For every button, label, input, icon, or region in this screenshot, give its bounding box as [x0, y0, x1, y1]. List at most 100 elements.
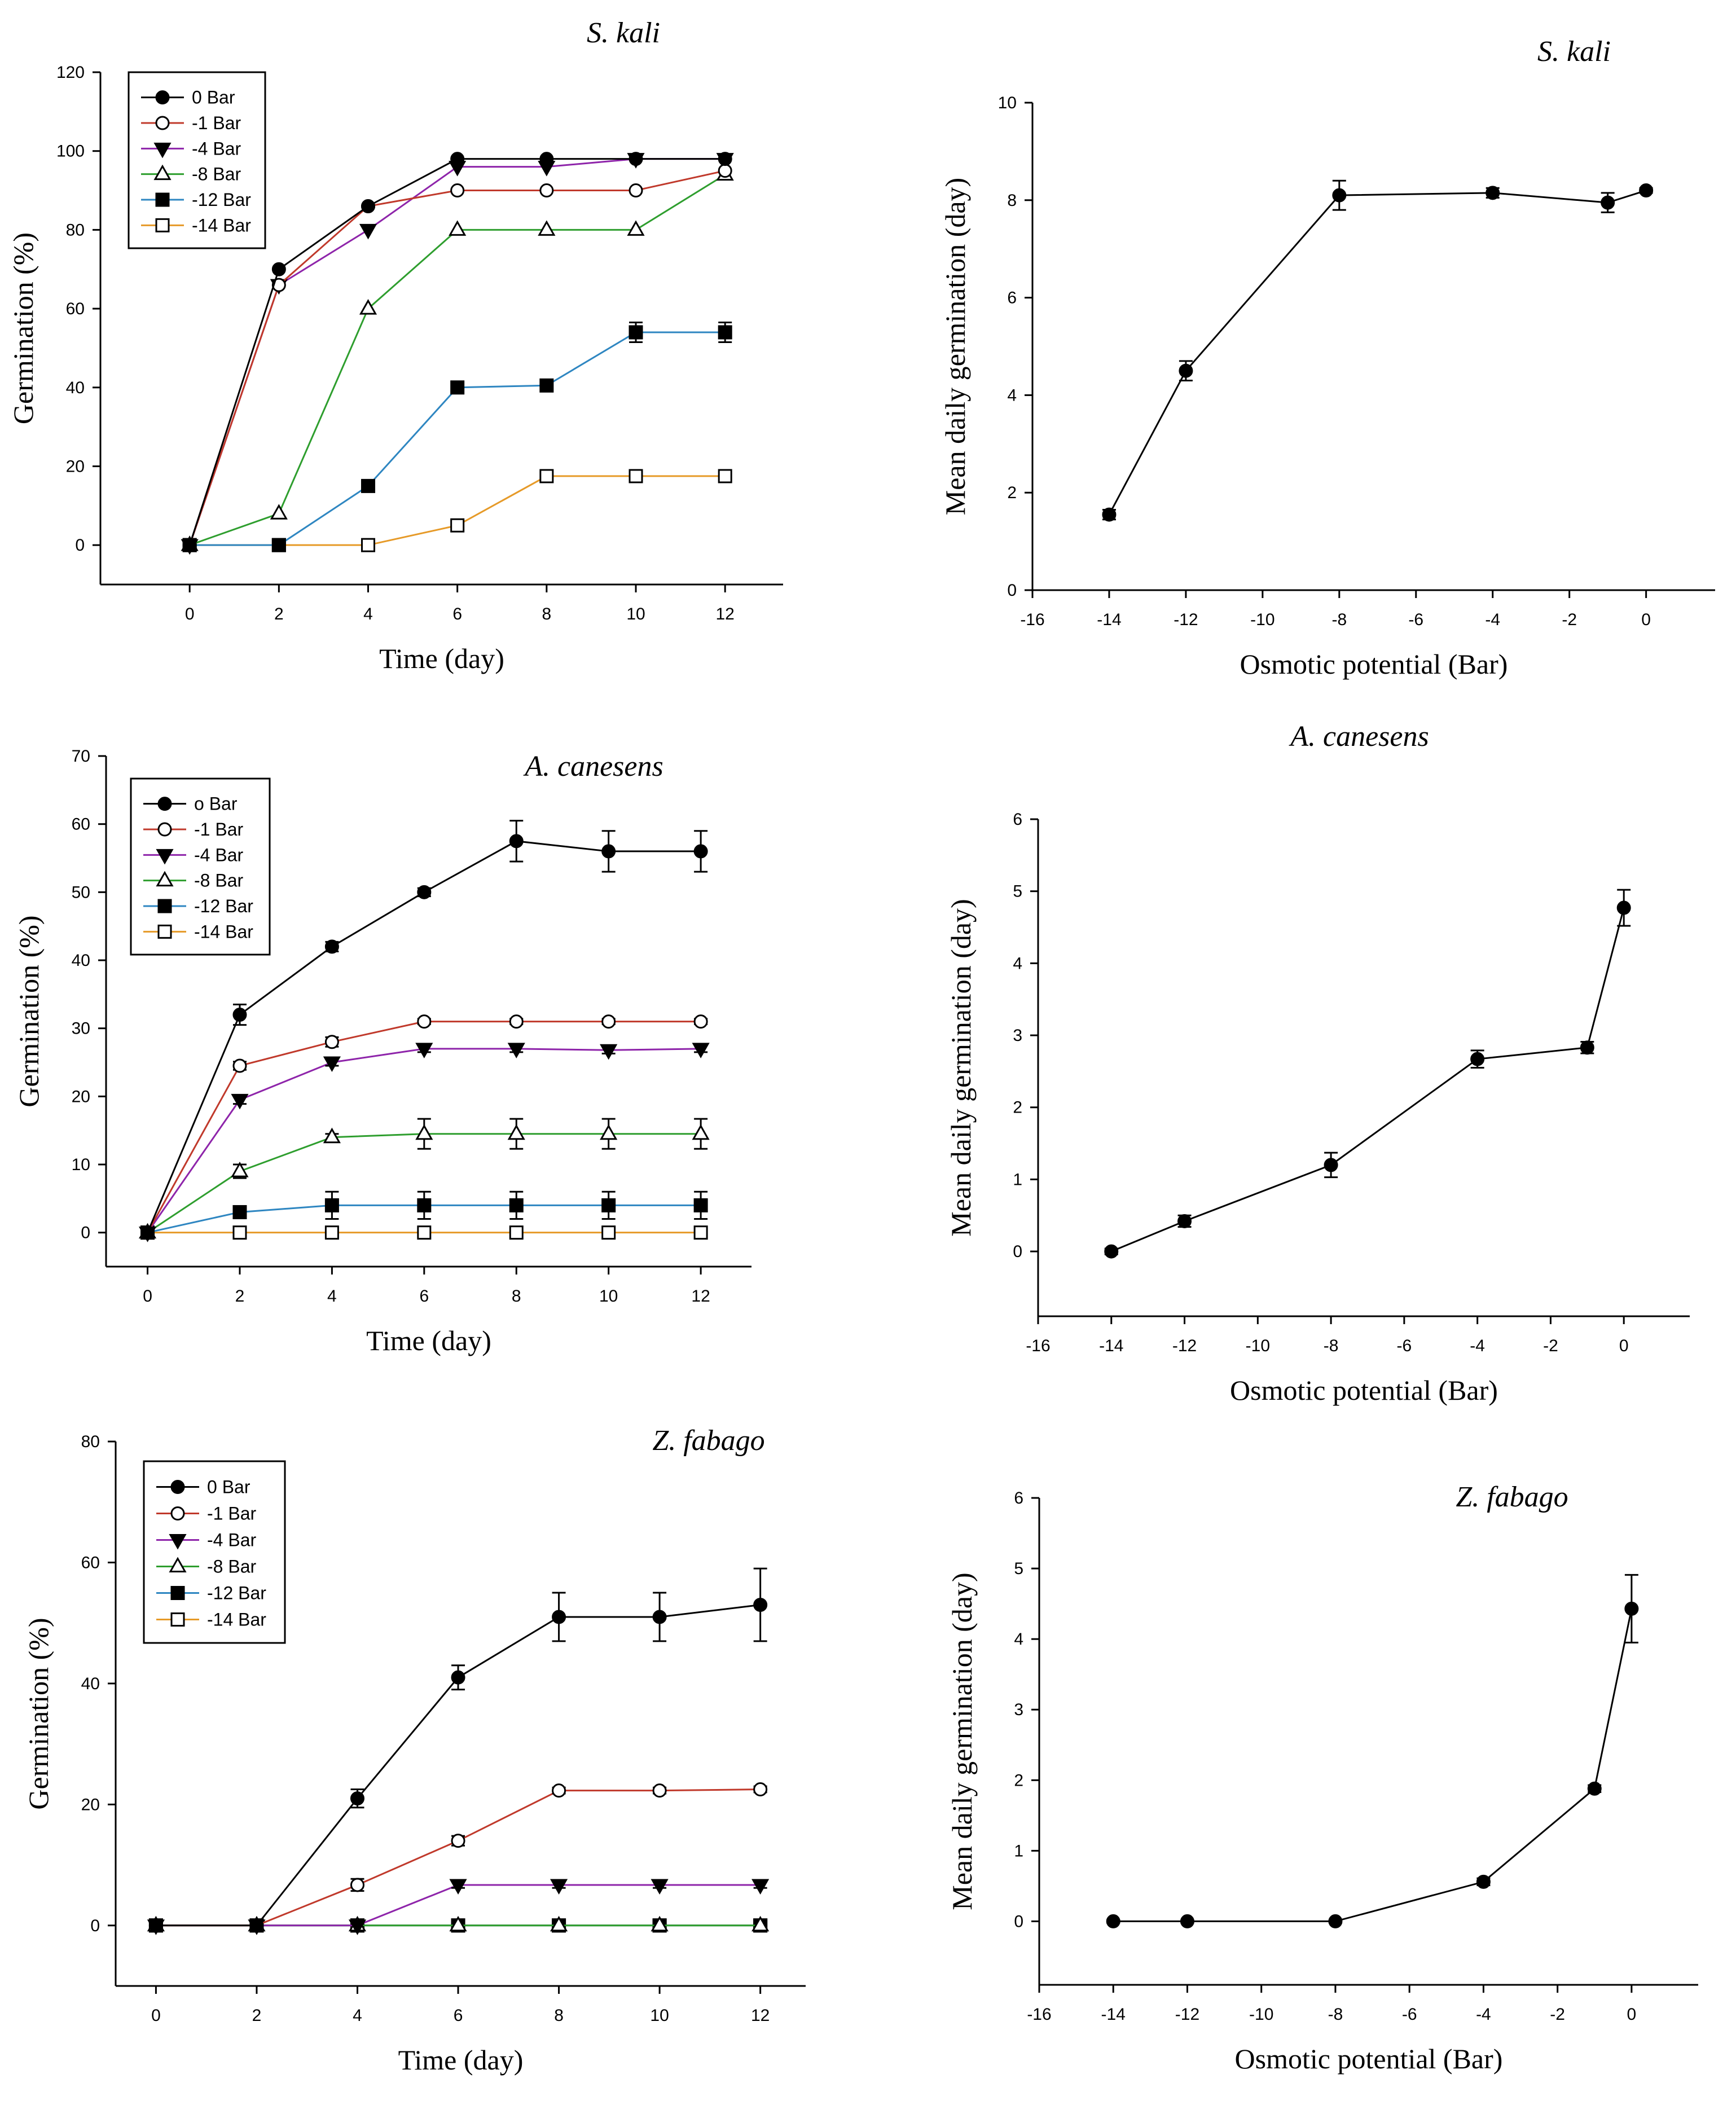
x-tick-label: 0 [185, 605, 195, 623]
x-tick-label: -4 [1476, 2005, 1491, 2024]
x-tick-label: 4 [327, 1287, 337, 1306]
data-point [450, 152, 465, 166]
data-point [232, 1225, 247, 1240]
x-tick-label: -8 [1328, 2005, 1343, 2024]
y-tick-label: 40 [72, 951, 90, 970]
data-point [359, 299, 377, 315]
y-tick-label: 0 [1014, 1912, 1023, 1931]
data-point [629, 183, 643, 198]
data-point [417, 1225, 432, 1240]
data-point [509, 1198, 524, 1212]
data-point [140, 1225, 155, 1240]
y-tick-label: 1 [1013, 1170, 1022, 1189]
x-tick-label: -8 [1324, 1337, 1339, 1355]
data-point [449, 220, 467, 236]
chart-title: Z. fabago [652, 1425, 764, 1457]
data-point [359, 223, 377, 240]
legend-label: -12 Bar [194, 896, 253, 916]
data-point [692, 1124, 710, 1140]
data-point [550, 1879, 568, 1895]
series-line [190, 331, 726, 546]
x-tick-label: -10 [1246, 1337, 1270, 1355]
y-tick-label: 40 [81, 1675, 100, 1693]
chart-panel-3: 0 10 20 30 40 50 60 70 0 2 4 6 8 10 12 Time (day) Germin… [13, 747, 751, 1356]
data-point [231, 1093, 249, 1110]
data-point [361, 199, 376, 213]
data-point [601, 1014, 616, 1029]
data-point [1179, 363, 1193, 378]
chart-title: S. kali [587, 17, 660, 49]
legend-marker [170, 1506, 185, 1520]
data-point [450, 183, 465, 198]
x-tick-label: -12 [1172, 1337, 1197, 1355]
x-axis-label: Osmotic potential (Bar) [1230, 1374, 1498, 1406]
data-point [361, 478, 376, 493]
data-point [1102, 507, 1117, 522]
x-tick-label: 0 [151, 2006, 161, 2025]
x-tick-label: 12 [691, 1287, 710, 1306]
x-tick-label: 2 [235, 1287, 245, 1306]
y-tick-label: 1 [1014, 1842, 1023, 1860]
y-tick-label: 70 [72, 747, 90, 766]
chart-title: Z. fabago [1456, 1481, 1568, 1513]
y-tick-label: 100 [56, 142, 85, 161]
y-tick-label: 8 [1007, 191, 1017, 210]
data-point [1180, 1914, 1194, 1928]
x-tick-label: 12 [751, 2006, 770, 2025]
x-tick-label: 0 [1619, 1337, 1629, 1355]
x-tick-label: 0 [143, 1287, 152, 1306]
legend-marker [155, 218, 170, 232]
legend-marker [157, 924, 172, 939]
data-point [601, 1225, 616, 1240]
legend-label: 0 Bar [192, 87, 235, 108]
data-point [350, 1791, 364, 1806]
series-line [1111, 907, 1625, 1253]
x-tick-label: 6 [452, 605, 462, 623]
y-tick-label: 2 [1014, 1771, 1023, 1790]
x-tick-label: -16 [1027, 2005, 1051, 2024]
x-tick-label: -12 [1174, 610, 1198, 629]
y-tick-label: 80 [66, 221, 85, 239]
y-tick-label: 2 [1007, 484, 1017, 502]
legend-box [143, 1460, 286, 1644]
data-point [600, 1044, 618, 1060]
legend-label: -14 Bar [194, 921, 253, 942]
legend-box [128, 71, 266, 249]
data-point [652, 1610, 667, 1624]
data-point [324, 1225, 339, 1240]
x-axis-label: Osmotic potential (Bar) [1240, 648, 1508, 680]
y-tick-label: 6 [1007, 289, 1017, 307]
x-tick-label: -4 [1470, 1337, 1485, 1355]
data-point [450, 518, 465, 533]
data-point [232, 1008, 247, 1022]
x-axis-label: Time (day) [398, 2044, 524, 2076]
legend-marker [169, 1534, 187, 1550]
y-tick-label: 6 [1013, 810, 1022, 829]
data-point [270, 504, 288, 520]
y-tick-label: 2 [1013, 1098, 1022, 1117]
data-point [692, 1043, 710, 1058]
data-point [415, 1124, 433, 1140]
legend-label: -4 Bar [194, 845, 243, 865]
legend-label: -8 Bar [194, 871, 243, 891]
data-point [417, 1198, 432, 1212]
x-tick-label: -2 [1562, 610, 1577, 629]
y-tick-label: 10 [72, 1155, 90, 1174]
data-point [753, 1782, 768, 1797]
y-tick-label: 0 [75, 536, 85, 555]
data-point [1104, 1244, 1119, 1259]
data-point [271, 538, 286, 552]
data-point [348, 1919, 367, 1935]
y-tick-label: 40 [66, 379, 85, 397]
legend-marker [155, 116, 170, 130]
y-tick-label: 4 [1007, 386, 1017, 405]
y-tick-label: 3 [1013, 1026, 1022, 1045]
data-point [1601, 195, 1615, 210]
y-tick-label: 20 [66, 457, 85, 476]
data-point [538, 220, 556, 236]
data-point [550, 1915, 568, 1932]
data-point [552, 1610, 566, 1624]
series-line [188, 158, 726, 546]
chart-panel-2: 0 2 4 6 8 10 -16 -14 -12 -10 -8 -6 -4 -2 0 Osmotic pote… [939, 36, 1715, 680]
legend-marker [170, 1480, 185, 1494]
